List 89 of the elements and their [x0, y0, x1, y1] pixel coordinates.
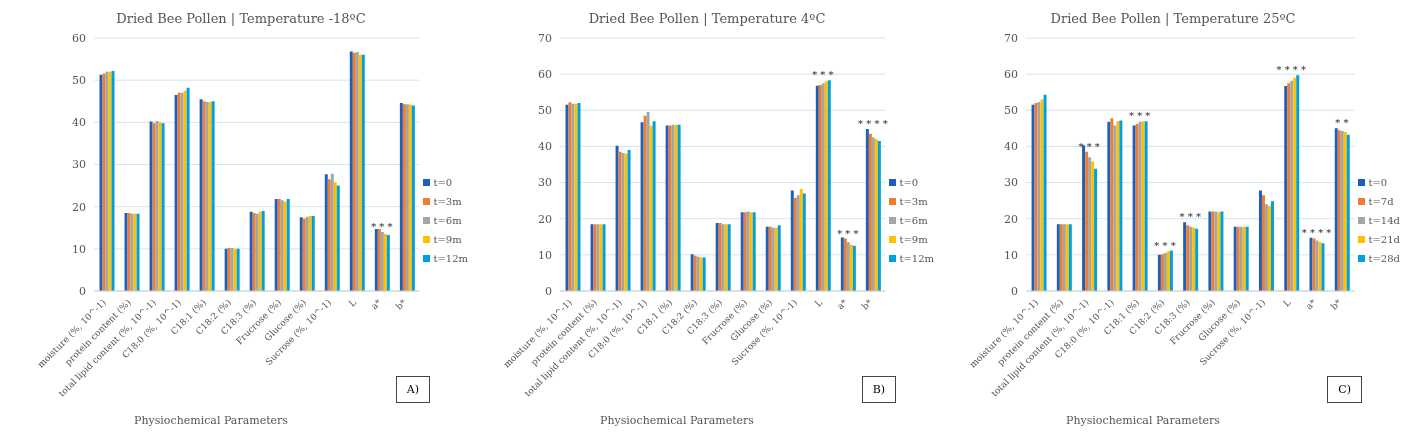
- bar: [1085, 151, 1089, 291]
- legend-label: t=3m: [898, 196, 929, 207]
- y-tick-label: 20: [72, 200, 86, 214]
- annotation: * * *: [837, 227, 859, 239]
- y-tick-label: 40: [1004, 140, 1018, 154]
- y-tick-label: 0: [1011, 284, 1018, 298]
- bar: [799, 189, 803, 291]
- bar: [652, 121, 656, 291]
- annotation: * * *: [1179, 211, 1201, 223]
- x-tick-label: L: [1281, 297, 1293, 309]
- y-tick-label: 50: [538, 104, 552, 118]
- bar: [1261, 195, 1265, 291]
- x-axis-title: Physiochemical Parameters: [133, 413, 289, 429]
- x-axis-title: Physiochemical Parameters: [599, 413, 755, 429]
- y-tick-label: 20: [1004, 212, 1018, 226]
- bar: [790, 190, 794, 291]
- x-tick-label: a*: [835, 297, 850, 312]
- bar: [1043, 94, 1047, 291]
- y-tick-label: 60: [1004, 68, 1018, 82]
- x-tick-label: a*: [1303, 297, 1319, 312]
- legend-label: t=0: [898, 177, 920, 188]
- bar: [1094, 168, 1098, 291]
- y-tick-label: 10: [538, 248, 552, 262]
- y-tick-label: 30: [72, 158, 86, 172]
- legend-label: t=28d: [1367, 253, 1400, 264]
- annotation: * * * *: [858, 118, 888, 130]
- annotation: * * *: [371, 220, 393, 232]
- legend-label: t=3m: [432, 196, 463, 207]
- bar: [1091, 161, 1095, 291]
- bar: [1113, 125, 1117, 291]
- y-tick-label: 30: [1004, 176, 1018, 190]
- x-tick-label: b*: [1328, 296, 1344, 312]
- legend-label: t=6m: [432, 215, 463, 226]
- bar: [1082, 145, 1086, 291]
- legend-label: t=12m: [898, 253, 934, 264]
- chart-title: Dried Bee Pollen | Temperature 4ºC: [587, 10, 827, 28]
- legend-label: t=9m: [898, 234, 929, 245]
- annotation: * * * *: [1276, 64, 1307, 76]
- bar: [1088, 157, 1092, 291]
- annotation: * * *: [1154, 239, 1176, 251]
- legend-label: t=6m: [898, 215, 929, 226]
- bar: [330, 173, 334, 291]
- annotation: * * * *: [1301, 226, 1332, 238]
- legend-label: t=0: [1367, 177, 1389, 188]
- y-tick-label: 40: [72, 116, 86, 130]
- y-tick-label: 10: [1004, 248, 1018, 262]
- text: B): [861, 376, 896, 403]
- bar: [327, 179, 331, 291]
- y-tick-label: 10: [72, 242, 86, 256]
- x-tick-label: L: [812, 297, 825, 309]
- bar: [615, 145, 619, 291]
- y-tick-label: 70: [1004, 31, 1018, 45]
- y-tick-label: 60: [538, 68, 552, 82]
- annotation: * * *: [1129, 110, 1151, 122]
- bar: [865, 129, 869, 291]
- bar: [324, 174, 328, 291]
- chart-title: Dried Bee Pollen | Temperature 25ºC: [1049, 10, 1297, 28]
- annotation: * * *: [812, 69, 834, 81]
- y-tick-label: 50: [1004, 104, 1018, 118]
- x-tick-label: b*: [859, 296, 875, 312]
- text: C): [1327, 376, 1362, 403]
- legend-label: t=14d: [1367, 215, 1400, 226]
- bar: [649, 125, 653, 291]
- y-tick-label: 60: [72, 31, 86, 45]
- y-tick-label: 20: [538, 212, 552, 226]
- y-tick-label: 50: [72, 74, 86, 88]
- legend-label: t=7d: [1367, 196, 1395, 207]
- bar: [1270, 201, 1274, 291]
- y-tick-label: 40: [538, 140, 552, 154]
- bar: [868, 133, 872, 291]
- bar: [802, 193, 806, 291]
- x-axis-title: Physiochemical Parameters: [1065, 413, 1221, 429]
- annotation: * *: [1335, 117, 1349, 129]
- y-tick-label: 0: [79, 284, 86, 298]
- y-tick-label: 70: [538, 31, 552, 45]
- legend-label: t=21d: [1367, 234, 1400, 245]
- text: A): [395, 376, 430, 403]
- x-tick-label: b*: [393, 296, 409, 312]
- y-tick-label: 30: [538, 176, 552, 190]
- y-tick-label: 0: [545, 284, 552, 298]
- legend-label: t=9m: [432, 234, 463, 245]
- x-tick-label: a*: [369, 297, 384, 312]
- x-tick-label: L: [346, 297, 359, 309]
- annotation: * * *: [1078, 140, 1100, 152]
- chart-title: Dried Bee Pollen | Temperature -18ºC: [115, 10, 367, 28]
- bar: [1258, 190, 1262, 291]
- legend-label: t=12m: [432, 253, 468, 264]
- legend-label: t=0: [432, 177, 454, 188]
- bar: [640, 122, 644, 291]
